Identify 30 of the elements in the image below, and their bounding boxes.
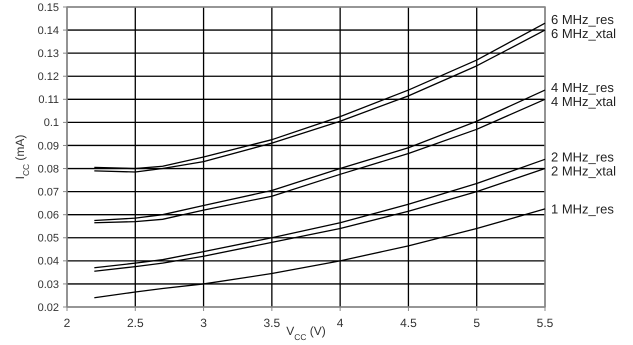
x-tick-label: 2 [64,316,71,330]
x-tick-label: 3 [200,316,208,330]
y-tick-label: 0.08 [38,163,59,176]
series-label: 4 MHz_res [551,80,614,96]
y-tick-label: 0.03 [38,278,59,291]
x-tick-label: 2.5 [126,316,144,330]
y-tick-label: 0.13 [38,48,59,60]
y-tick-label: 0.04 [38,256,59,268]
x-tick-label: 4 [336,316,344,330]
y-tick-label: 0.14 [38,24,59,37]
x-axis-title: V$_{CC}$ (V) [286,324,326,342]
x-tick-label: 5 [473,316,480,330]
series-label: 6 MHz_res [551,12,614,28]
y-tick-label: 0.09 [38,140,59,152]
y-tick-label: 0.12 [38,71,59,84]
y-tick-label: 0.11 [38,94,59,106]
series-label: 2 MHz_xtal [551,163,616,178]
series-label: 2 MHz_res [551,149,614,164]
y-tick-label: 0.05 [38,232,59,245]
y-tick-label: 0.02 [38,302,59,314]
x-tick-label: 3.5 [264,316,281,330]
y-tick-label: 0.1 [44,117,59,130]
series-label: 4 MHz_xtal [551,94,616,110]
y-tick-label: 0.15 [38,2,59,14]
x-tick-label: 4.5 [400,316,418,330]
y-tick-label: 0.07 [38,186,59,198]
series-label: 6 MHz_xtal [551,26,616,42]
series-label: 1 MHz_res [551,201,614,216]
x-tick-label: 5.5 [536,316,554,330]
y-tick-label: 0.06 [38,210,59,222]
